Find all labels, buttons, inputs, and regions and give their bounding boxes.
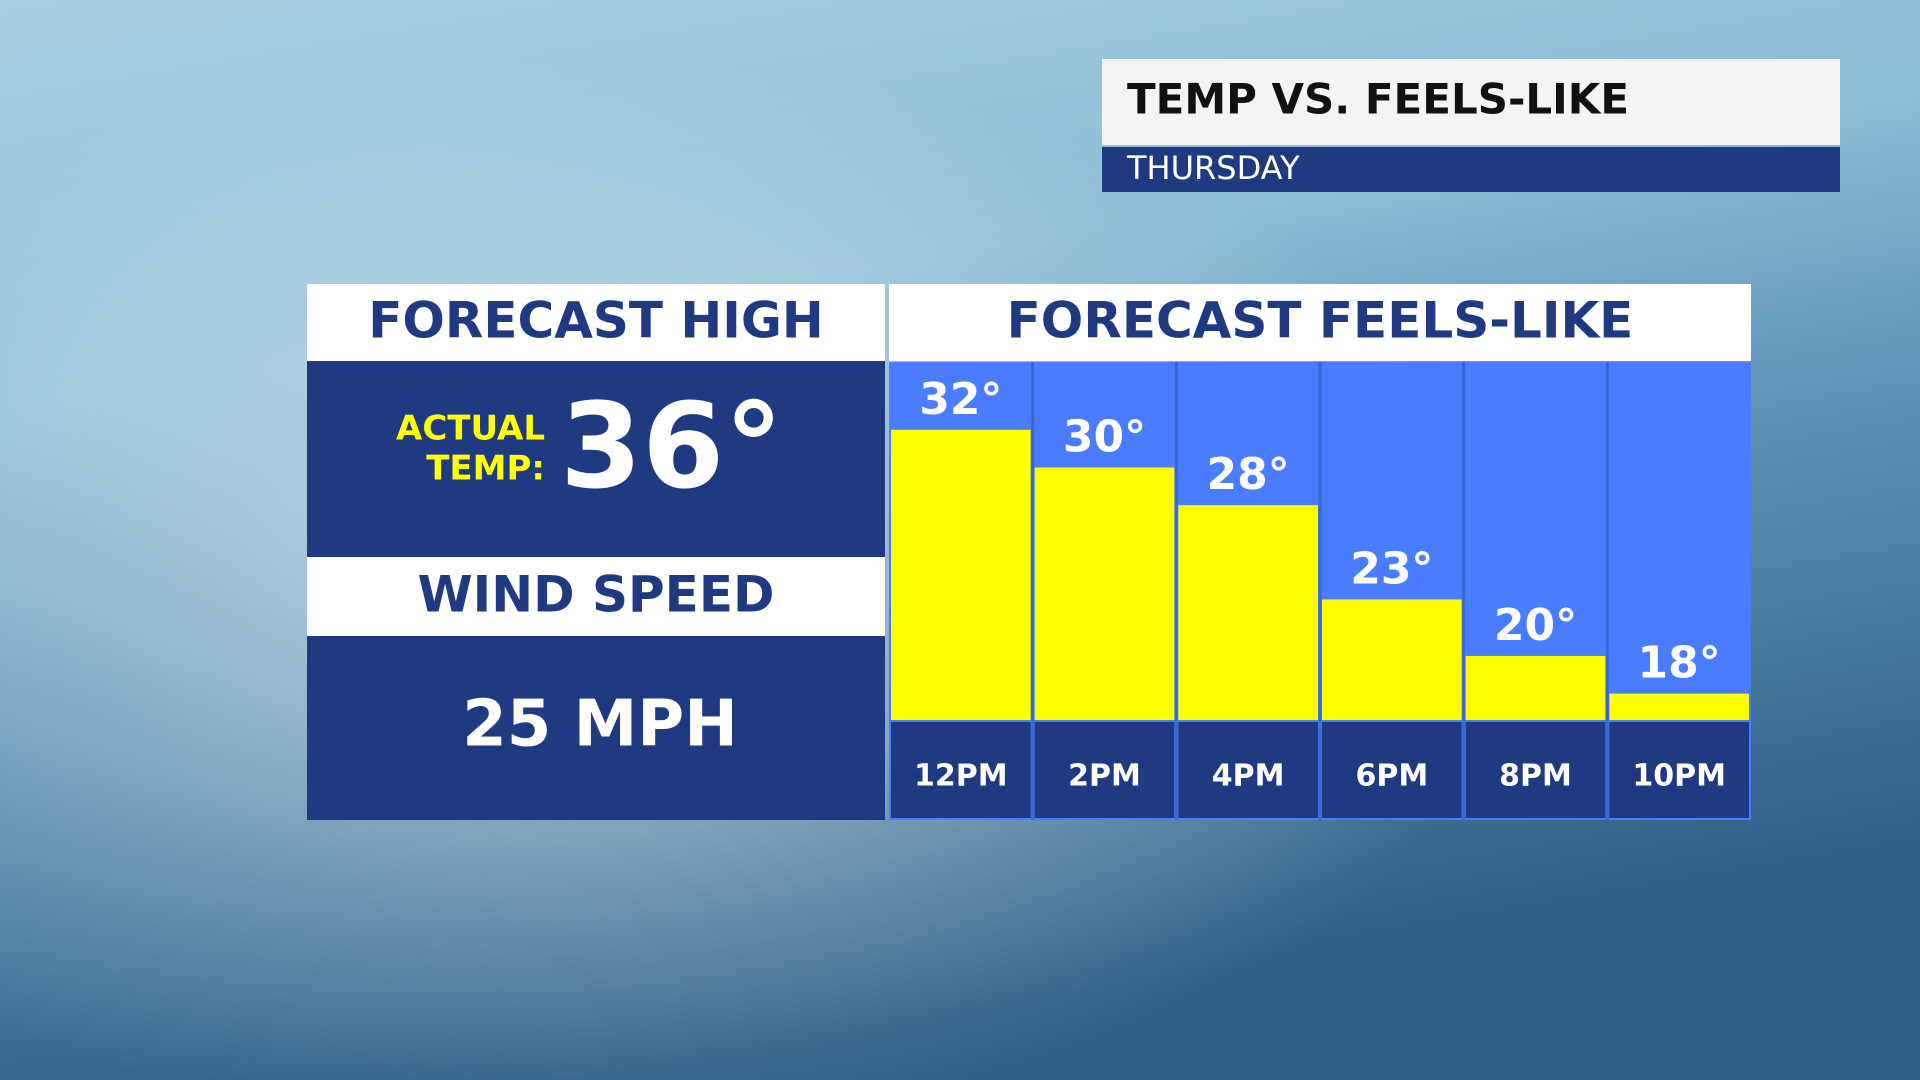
bar	[1178, 505, 1318, 720]
value-label: 32°	[919, 374, 1002, 425]
bar	[1322, 599, 1462, 720]
bar	[1034, 467, 1175, 720]
category-cell	[1322, 722, 1462, 818]
category-cell	[1465, 722, 1606, 818]
x-tick-label: 12PM	[914, 759, 1008, 794]
category-cell	[1178, 722, 1318, 818]
value-label: 23°	[1350, 543, 1433, 594]
chart-header	[889, 284, 1751, 361]
header-subtitle: THURSDAY	[1126, 149, 1300, 187]
x-tick-label: 4PM	[1212, 759, 1285, 794]
high-body	[307, 361, 885, 557]
x-tick-label: 6PM	[1355, 759, 1428, 794]
header-title: TEMP VS. FEELS-LIKE	[1127, 75, 1629, 124]
high-header	[307, 284, 885, 361]
actual-temp: 36°	[560, 377, 783, 515]
bar	[1609, 693, 1749, 720]
header-box	[1102, 59, 1840, 145]
wind-value: 25 MPH	[462, 688, 738, 762]
value-label: 20°	[1494, 600, 1577, 651]
chart-title: FORECAST FEELS-LIKE	[1007, 292, 1634, 350]
wind-title: WIND SPEED	[418, 566, 775, 624]
category-cell	[1034, 722, 1175, 818]
bar	[891, 429, 1031, 720]
value-label: 28°	[1207, 449, 1290, 500]
subtitle-bar	[1102, 147, 1840, 192]
category-cell	[1609, 722, 1749, 818]
actual-label: TEMP:	[426, 449, 545, 489]
wind-body	[307, 636, 885, 820]
value-label: 30°	[1063, 412, 1146, 463]
wind-header	[307, 557, 885, 636]
x-tick-label: 8PM	[1499, 759, 1572, 794]
category-cell	[891, 722, 1031, 818]
x-tick-label: 2PM	[1068, 759, 1141, 794]
actual-label: ACTUAL	[396, 409, 545, 449]
high-title: FORECAST HIGH	[368, 292, 824, 350]
x-tick-label: 10PM	[1632, 759, 1726, 794]
bar	[1465, 655, 1606, 720]
value-label: 18°	[1638, 638, 1721, 689]
